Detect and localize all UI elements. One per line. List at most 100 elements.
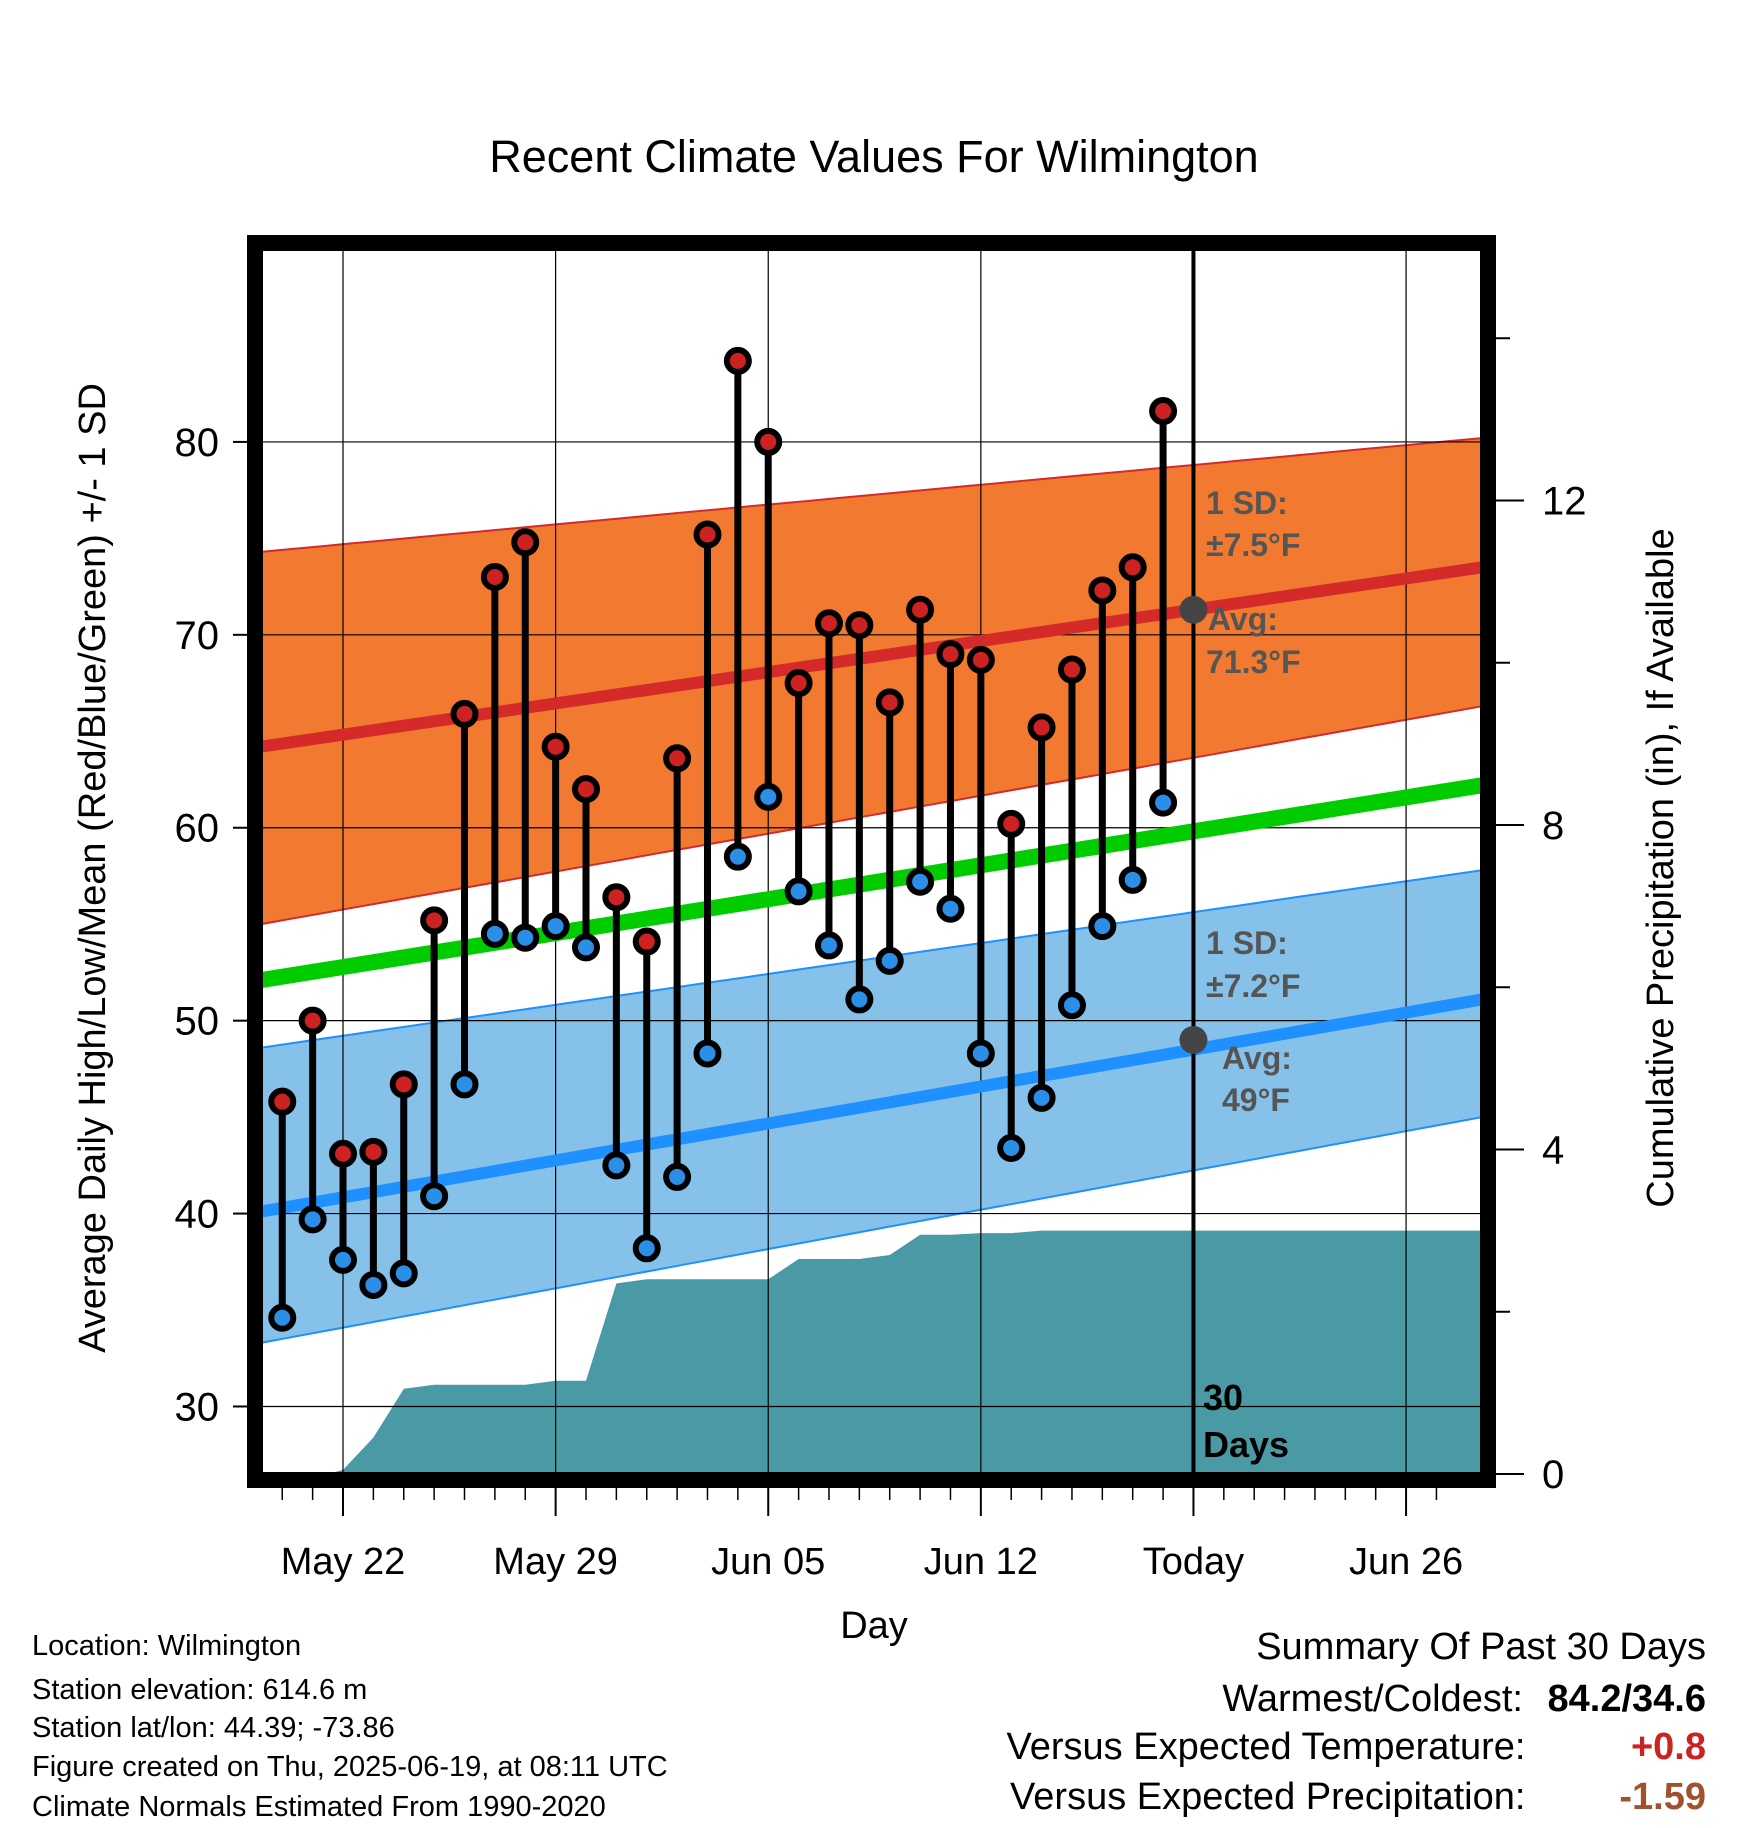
high-point <box>1088 576 1117 605</box>
high-point <box>329 1139 358 1168</box>
summary-precip: Versus Expected Precipitation: -1.59 <box>1010 1778 1706 1816</box>
summary-temp: Versus Expected Temperature: +0.8 <box>1007 1728 1706 1766</box>
high-point <box>754 427 783 456</box>
summary-title-text: Summary Of Past 30 Days <box>1256 1626 1706 1668</box>
annotation-high-sd: 1 SD: <box>1206 485 1288 521</box>
annotation-low-sd: 1 SD: <box>1206 925 1288 961</box>
y2-tick-label: 12 <box>1542 479 1587 523</box>
high-point <box>1149 397 1178 426</box>
high-point <box>298 1006 327 1035</box>
low-point <box>784 877 813 906</box>
x-tick-label: Jun 05 <box>711 1541 825 1583</box>
y2-tick-label: 8 <box>1542 804 1564 848</box>
high-point <box>1057 655 1086 684</box>
low-point <box>268 1303 297 1332</box>
high-point <box>845 611 874 640</box>
high-point <box>997 809 1026 838</box>
x-tick-label: Jun 26 <box>1349 1541 1463 1583</box>
low-point <box>845 985 874 1014</box>
high-point <box>571 775 600 804</box>
plot-area: 1 SD: ±7.5°F Avg: 71.3°F 1 SD: ±7.2°F Avg: 49°F… <box>175 235 1587 1583</box>
high-point <box>632 927 661 956</box>
footer-created: Figure created on Thu, 2025-06-19, at 08… <box>32 1751 668 1783</box>
x-tick-label: May 22 <box>281 1541 406 1583</box>
chart-title: Recent Climate Values For Wilmington <box>489 131 1258 182</box>
y-axis-label: Average Daily High/Low/Mean (Red/Blue/Gr… <box>72 383 114 1353</box>
y-tick-label: 70 <box>175 614 220 658</box>
y2-axis-label: Cumulative Precipitation (in), If Availa… <box>1640 528 1682 1207</box>
annotation-low-sd-value: ±7.2°F <box>1206 968 1300 1004</box>
low-point <box>298 1205 327 1234</box>
low-point <box>875 946 904 975</box>
high-sd-band <box>261 437 1482 926</box>
temp-value: +0.8 <box>1630 1726 1706 1768</box>
low-point <box>571 933 600 962</box>
high-point <box>359 1137 388 1166</box>
high-point <box>602 883 631 912</box>
today-low-avg-marker <box>1179 1025 1208 1054</box>
annotation-high-avg: Avg: <box>1208 601 1278 637</box>
low-point <box>814 931 843 960</box>
high-point <box>268 1087 297 1116</box>
low-point <box>997 1133 1026 1162</box>
summary-warm-cold: Warmest/Coldest: 84.2/34.6 <box>1222 1680 1706 1718</box>
high-point <box>814 609 843 638</box>
footer-normals: Climate Normals Estimated From 1990-2020 <box>32 1791 606 1823</box>
high-point <box>450 699 479 728</box>
low-point <box>1118 865 1147 894</box>
footer-location: Location: Wilmington <box>32 1630 302 1662</box>
high-point <box>389 1070 418 1099</box>
plot-frame <box>247 235 1496 1488</box>
low-point <box>329 1245 358 1274</box>
annotation-low-avg: Avg: <box>1222 1040 1292 1076</box>
high-point <box>723 346 752 375</box>
low-point <box>480 919 509 948</box>
annotation-low-avg-value: 49°F <box>1222 1082 1290 1118</box>
footer-latlon: Station lat/lon: 44.39; -73.86 <box>32 1712 395 1744</box>
low-point <box>936 894 965 923</box>
annotation-high-avg-value: 71.3°F <box>1206 644 1301 680</box>
precip-value: -1.59 <box>1619 1776 1706 1818</box>
annotation-high-sd-value: ±7.5°F <box>1206 527 1300 563</box>
low-point <box>632 1234 661 1263</box>
low-point <box>602 1151 631 1180</box>
high-point <box>936 640 965 669</box>
summary-title: Summary Of Past 30 Days <box>1256 1628 1706 1666</box>
low-point <box>723 842 752 871</box>
high-point <box>480 562 509 591</box>
y2-tick-label: 4 <box>1542 1128 1564 1172</box>
high-point <box>511 528 540 557</box>
low-point <box>420 1182 449 1211</box>
high-point <box>966 645 995 674</box>
y-tick-label: 30 <box>175 1385 220 1429</box>
high-point <box>420 906 449 935</box>
high-point <box>663 744 692 773</box>
low-point <box>693 1039 722 1068</box>
warm-cold-value: 84.2/34.6 <box>1547 1678 1706 1720</box>
high-point <box>875 688 904 717</box>
today-high-avg-marker <box>1179 595 1208 624</box>
high-point <box>784 669 813 698</box>
x-tick-label: Today <box>1143 1541 1244 1583</box>
low-point <box>541 912 570 941</box>
low-point <box>663 1162 692 1191</box>
plot-content <box>261 249 1482 1474</box>
low-point <box>966 1039 995 1068</box>
footer-elevation: Station elevation: 614.6 m <box>32 1674 368 1706</box>
high-point <box>1118 553 1147 582</box>
annotation-period: 30 <box>1203 1377 1243 1418</box>
y-tick-label: 60 <box>175 807 220 851</box>
temp-label: Versus Expected Temperature: <box>1006 1726 1526 1768</box>
high-point <box>693 520 722 549</box>
low-point <box>450 1070 479 1099</box>
precip-label: Versus Expected Precipitation: <box>1010 1776 1526 1818</box>
low-point <box>1149 788 1178 817</box>
x-tick-label: May 29 <box>493 1541 618 1583</box>
low-normal-line <box>261 993 1482 1218</box>
x-tick-label: Jun 12 <box>924 1541 1038 1583</box>
y-tick-label: 50 <box>175 1000 220 1044</box>
y-tick-label: 40 <box>175 1193 220 1237</box>
high-point <box>906 595 935 624</box>
low-point <box>1057 991 1086 1020</box>
